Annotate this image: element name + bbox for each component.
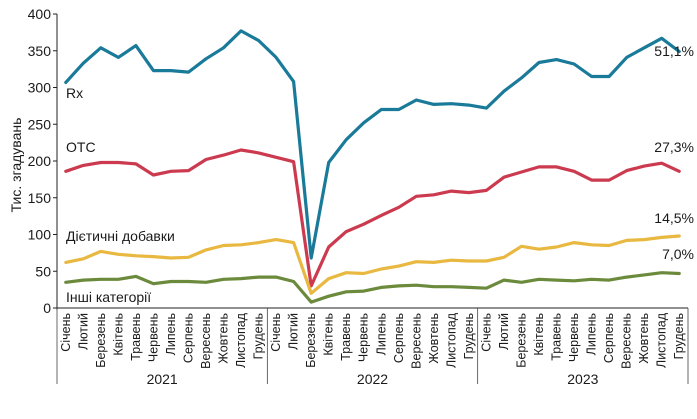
series-end-label: 27,3% xyxy=(654,139,694,155)
year-labels: 2021 2022 2023 xyxy=(147,371,599,387)
series-end-label: 51,1% xyxy=(654,43,694,59)
x-tick-label: Квітень xyxy=(111,313,125,356)
series-end-label: 14,5% xyxy=(654,210,694,226)
x-tick-label: Липень xyxy=(374,313,388,355)
x-tick-label: Грудень xyxy=(252,313,266,359)
axes xyxy=(56,14,689,384)
x-tick-label: Січень xyxy=(479,313,493,352)
x-tick-label: Серпень xyxy=(602,313,616,363)
x-tick-label: Жовтень xyxy=(427,313,441,364)
x-tick-label: Жовтень xyxy=(217,313,231,364)
x-tick-label: Серпень xyxy=(181,313,195,363)
x-tick-label: Червень xyxy=(567,313,581,362)
y-tick-label: 150 xyxy=(28,190,52,206)
y-tick-label: 400 xyxy=(28,6,52,22)
x-tick-label: Березень xyxy=(94,313,108,368)
x-tick-label: Серпень xyxy=(392,313,406,363)
x-tick-label: Квітень xyxy=(532,313,546,356)
x-tick-label: Грудень xyxy=(672,313,686,359)
y-axis-title: Тис. згадувань xyxy=(8,118,24,213)
year-label: 2021 xyxy=(147,371,178,387)
series-line-4 xyxy=(64,271,681,304)
series-name-label: Інші категорії xyxy=(66,289,151,305)
y-tick-label: 250 xyxy=(28,116,52,132)
x-tick-label: Липень xyxy=(585,313,599,355)
x-tick-label: Лютий xyxy=(497,313,511,350)
x-tick-label: Жовтень xyxy=(637,313,651,364)
x-tick-label: Листопад xyxy=(444,312,458,368)
x-tick-label: Січень xyxy=(269,313,283,352)
y-tick-labels: 0 50 100 150 200 250 300 350 400 xyxy=(28,6,57,316)
x-tick-label: Травень xyxy=(339,313,353,361)
x-tick-label: Червень xyxy=(146,313,160,362)
y-tick-label: 0 xyxy=(43,300,51,316)
series-name-label: Rx xyxy=(66,85,83,101)
x-tick-label: Травень xyxy=(550,313,564,361)
x-tick-label: Вересень xyxy=(199,313,213,369)
x-tick-label: Лютий xyxy=(287,313,301,350)
x-tick-label: Вересень xyxy=(620,313,634,369)
series-name-label: Дієтичні добавки xyxy=(66,228,175,244)
x-tick-labels: Січень Лютий Березень Квітень Травень Червень… xyxy=(59,312,686,369)
series-line-3 xyxy=(64,234,681,295)
x-tick-label: Березень xyxy=(514,313,528,368)
series-end-label: 7,0% xyxy=(662,246,694,262)
y-tick-label: 100 xyxy=(28,227,52,243)
x-tick-label: Листопад xyxy=(655,312,669,368)
year-label: 2023 xyxy=(567,371,598,387)
x-tick-label: Березень xyxy=(304,313,318,368)
x-tick-label: Травень xyxy=(129,313,143,361)
x-tick-label: Грудень xyxy=(462,313,476,359)
series-line-2 xyxy=(64,148,681,288)
x-tick-label: Вересень xyxy=(409,313,423,369)
series-lines xyxy=(64,29,681,304)
y-tick-label: 50 xyxy=(35,263,51,279)
x-tick-label: Червень xyxy=(357,313,371,362)
y-tick-label: 350 xyxy=(28,43,52,59)
year-label: 2022 xyxy=(357,371,388,387)
series-labels: Rx 51,1% OTC 27,3% Дієтичні добавки 14,5% Інші… xyxy=(66,43,694,305)
x-tick-label: Лютий xyxy=(76,313,90,350)
x-tick-label: Квітень xyxy=(322,313,336,356)
x-tick-label: Листопад xyxy=(234,312,248,368)
x-tick-label: Липень xyxy=(164,313,178,355)
y-tick-label: 300 xyxy=(28,80,52,96)
x-tick-label: Січень xyxy=(59,313,73,352)
series-name-label: OTC xyxy=(66,139,96,155)
series-line-1 xyxy=(64,29,681,260)
y-tick-label: 200 xyxy=(28,153,52,169)
